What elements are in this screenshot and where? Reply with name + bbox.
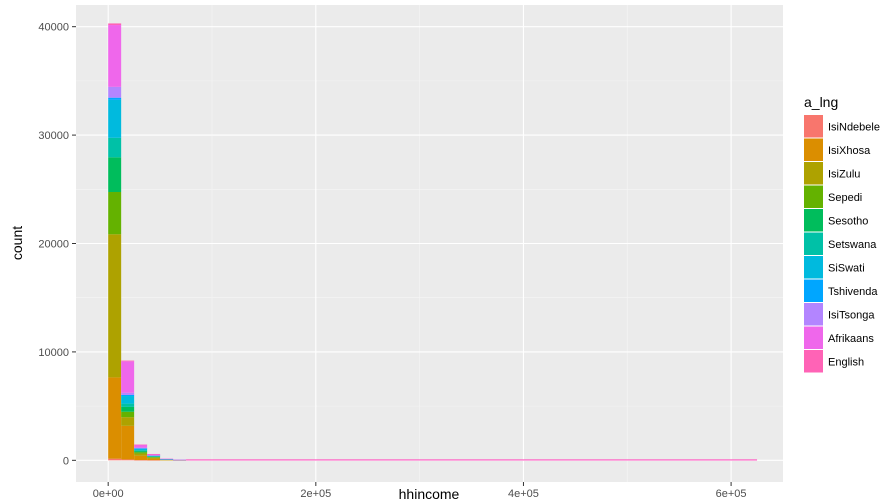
legend-label-english: English <box>828 356 864 368</box>
bar-segment-isindebele <box>121 459 135 461</box>
y-tick-label: 10000 <box>38 347 69 359</box>
bar-segment-english <box>147 453 161 455</box>
bar-segment-isizulu <box>134 453 148 456</box>
legend-label-isitsonga: IsiTsonga <box>828 309 875 321</box>
legend-label-setswana: Setswana <box>828 239 877 251</box>
bar-segment-isizulu <box>121 417 135 426</box>
bar-segment-isixhosa <box>121 425 135 460</box>
bar-segment-afrikaans <box>134 444 148 448</box>
bar-segment-sesotho <box>108 157 122 193</box>
y-axis-title: count <box>9 226 25 260</box>
y-tick-label: 30000 <box>38 130 69 142</box>
legend-label-sepedi: Sepedi <box>828 192 862 204</box>
bar-segment-afrikaans <box>147 454 161 456</box>
x-axis: 0e+00 2e+05 4e+05 6e+05 <box>93 482 747 500</box>
y-tick-label: 0 <box>63 455 69 467</box>
bar-segment-sepedi <box>147 457 161 458</box>
bar-segment-isindebele <box>108 458 122 461</box>
bar-segment-isizulu <box>108 234 122 378</box>
bar-segment-afrikaans <box>108 25 122 87</box>
legend-key-english <box>804 350 823 373</box>
bar-segment-english <box>134 444 148 446</box>
legend-label-tshivenda: Tshivenda <box>828 286 878 298</box>
bar-segment-isixhosa <box>147 458 161 461</box>
y-axis: 0 10000 20000 30000 40000 <box>38 22 76 467</box>
bar-segment-isitsonga <box>147 455 161 456</box>
bar-segment-tshivenda <box>108 97 122 100</box>
bar-segment-siswati <box>134 448 148 451</box>
legend-key-isindebele <box>804 115 823 138</box>
bar-segment-sepedi <box>121 411 135 418</box>
bar-segment-setswana <box>147 456 161 457</box>
bar-segment-isitsonga <box>108 86 122 98</box>
bar-segment-sesotho <box>121 406 135 412</box>
bar-segment-afrikaans <box>121 361 135 393</box>
legend-label-isindebele: IsiNdebele <box>828 121 880 133</box>
x-axis-title: hhincome <box>399 486 460 502</box>
bar-segment-isixhosa <box>134 455 148 461</box>
bar-segment-isitsonga <box>121 392 135 395</box>
legend-key-tshivenda <box>804 279 823 302</box>
y-tick-label: 20000 <box>38 239 69 251</box>
bar-segment-tshivenda <box>134 448 148 449</box>
legend-label-afrikaans: Afrikaans <box>828 333 874 345</box>
bar-segment-afrikaans <box>173 459 187 461</box>
legend-key-sesotho <box>804 209 823 232</box>
histogram-bars <box>108 23 758 461</box>
legend-key-isitsonga <box>804 303 823 326</box>
x-tick-label: 4e+05 <box>508 488 539 500</box>
bar-segment-sepedi <box>108 192 122 235</box>
legend-key-setswana <box>804 232 823 255</box>
legend-label-isizulu: IsiZulu <box>828 168 860 180</box>
legend-key-isixhosa <box>804 138 823 161</box>
bar-segment-tshivenda <box>121 394 135 397</box>
legend-key-siswati <box>804 256 823 279</box>
bar-segment-english <box>108 23 122 26</box>
legend: a_lng IsiNdebele IsiXhosa IsiZulu Sepedi Ses… <box>804 94 880 373</box>
legend-label-sesotho: Sesotho <box>828 215 868 227</box>
legend-label-siswati: SiSwati <box>828 262 865 274</box>
bar-segment-siswati <box>108 99 122 138</box>
bar-segment-isizulu <box>147 457 161 459</box>
bar-segment-isindebele <box>147 460 161 461</box>
bar-segment-setswana <box>108 137 122 158</box>
legend-key-afrikaans <box>804 326 823 349</box>
bar-segment-isitsonga <box>134 447 148 449</box>
bar-segment-sesotho <box>134 451 148 453</box>
bar-segment-setswana <box>121 403 135 407</box>
legend-label-isixhosa: IsiXhosa <box>828 145 871 157</box>
y-tick-label: 40000 <box>38 22 69 34</box>
bar-segment-isitsonga <box>160 459 174 460</box>
histogram-tail <box>186 459 758 461</box>
bar-segment-isixhosa <box>108 377 122 459</box>
legend-key-isizulu <box>804 162 823 185</box>
bar-segment-english <box>121 360 135 362</box>
x-tick-label: 0e+00 <box>93 488 124 500</box>
legend-key-sepedi <box>804 185 823 208</box>
bar-segment-isindebele <box>134 460 148 461</box>
bar-segment-afrikaans <box>160 458 174 460</box>
bar-segment-sepedi <box>134 452 148 454</box>
legend-title: a_lng <box>804 94 838 110</box>
bar-segment-setswana <box>134 450 148 452</box>
x-tick-label: 2e+05 <box>300 488 331 500</box>
x-tick-label: 6e+05 <box>716 488 747 500</box>
bar-segment-sesotho <box>147 456 161 458</box>
bar-segment-siswati <box>121 396 135 404</box>
